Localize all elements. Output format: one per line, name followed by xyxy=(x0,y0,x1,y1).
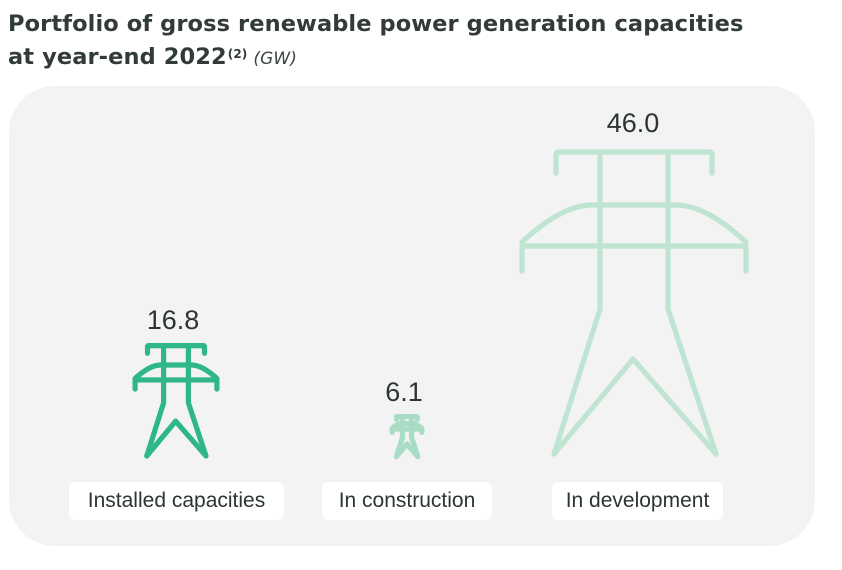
tower-3-stroke-2 xyxy=(553,149,562,176)
category-label-3: In development xyxy=(552,482,723,520)
value-label-1: 16.8 xyxy=(147,305,200,335)
chart-panel xyxy=(9,86,815,546)
title-line-2: at year-end 2022 xyxy=(8,44,227,70)
chart-title: Portfolio of gross renewable power gener… xyxy=(8,8,743,76)
value-label-2: 6.1 xyxy=(385,377,423,407)
tower-1-stroke-12 xyxy=(173,418,209,459)
tower-1-stroke-1 xyxy=(146,343,208,356)
tower-bar-1 xyxy=(132,343,220,459)
tower-3-stroke-12 xyxy=(630,356,719,457)
tower-3-stroke-1 xyxy=(556,149,715,176)
tower-3-stroke-10 xyxy=(665,306,719,457)
tower-2-stroke-12 xyxy=(404,441,421,460)
title-footnote: (2) xyxy=(227,47,248,61)
tower-3-stroke-9 xyxy=(551,306,603,457)
tower-1-stroke-11 xyxy=(144,418,179,459)
tower-2-stroke-1 xyxy=(394,413,420,422)
tower-1-stroke-2 xyxy=(144,343,152,356)
tower-1-stroke-9 xyxy=(144,400,167,459)
tower-3-stroke-11 xyxy=(551,356,636,457)
title-unit: (GW) xyxy=(253,49,298,69)
tower-bar-3 xyxy=(519,149,749,457)
tower-1-stroke-10 xyxy=(185,400,209,459)
title-line-1: Portfolio of gross renewable power gener… xyxy=(8,11,744,37)
tower-2-stroke-11 xyxy=(393,441,410,460)
tower-1-stroke-6 xyxy=(132,362,220,382)
tower-3-stroke-6 xyxy=(519,202,749,245)
tower-bar-2 xyxy=(389,413,425,460)
tower-2-stroke-6 xyxy=(389,420,425,432)
value-label-3: 46.0 xyxy=(607,108,660,138)
category-label-2: In construction xyxy=(322,482,492,520)
category-label-1: Installed capacities xyxy=(69,482,284,520)
